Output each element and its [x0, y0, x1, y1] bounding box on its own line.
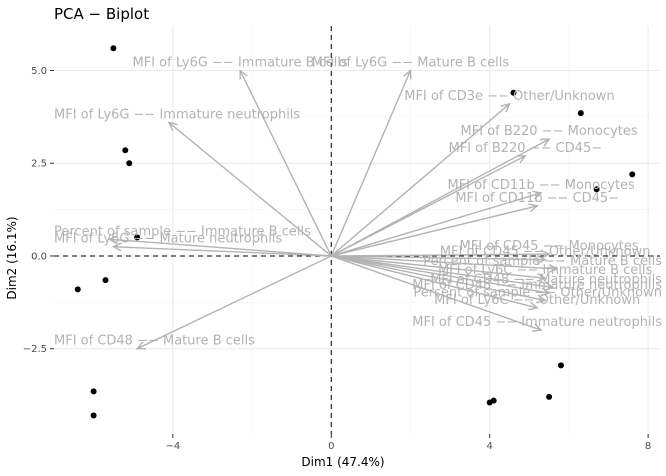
variable-label: Percent of sample −− Other/Unknown [413, 285, 662, 300]
variable-arrowhead [239, 69, 248, 80]
observation-point [577, 110, 584, 117]
variable-label: MFI of CD11b −− Monocytes [448, 178, 636, 193]
variable-arrowhead [167, 121, 178, 131]
x-tick-label: 8 [645, 441, 651, 452]
chart-title: PCA − Biplot [54, 5, 149, 23]
variable-arrow [331, 255, 546, 279]
y-tick-label: 2.5 [31, 159, 47, 170]
variable-label: MFI of CD48 −− Mature neutrophils [430, 272, 662, 287]
variable-arrow [331, 253, 550, 257]
observation-point [102, 277, 109, 284]
observation-point [557, 362, 564, 369]
variable-arrows [107, 69, 559, 350]
y-tick-label: −2.5 [23, 344, 47, 355]
observation-point [490, 397, 497, 404]
variable-arrow [113, 245, 332, 257]
variable-arrow [331, 255, 546, 302]
variable-arrow [168, 121, 332, 257]
variable-label: MFI of CD11b −− CD45− [455, 191, 619, 206]
variable-label: MFI of CD45 −− Monocytes [460, 239, 639, 254]
variable-arrowhead [532, 323, 543, 332]
variable-arrowhead [540, 287, 551, 297]
variable-label: MFI of CD45 −− Immature neutrophils [412, 315, 662, 330]
variable-label: MFI of B220 −− CD45− [449, 141, 603, 156]
variable-arrowhead [516, 155, 527, 164]
variable-arrowhead [540, 249, 551, 259]
variable-arrowhead [135, 341, 147, 350]
variable-arrow [331, 192, 542, 257]
variable-arrow [330, 70, 412, 257]
variable-label: MFI of Ly6G −− Immature neutrophils [54, 107, 300, 122]
x-tick-label: −4 [165, 441, 180, 452]
variable-arrowhead [107, 235, 119, 245]
variable-arrow [330, 103, 510, 257]
y-tick-label: 0.0 [31, 251, 47, 262]
variable-arrow [331, 205, 538, 257]
variable-arrow [331, 255, 558, 270]
variable-label: MFI of Ly6C −− Immature B cells [438, 263, 653, 278]
x-tick-label: 4 [486, 441, 492, 452]
variable-arrowhead [540, 138, 551, 147]
variable-label: MFI of Ly6C −− Other/Unknown [434, 293, 640, 308]
variable-label: MFI of CD3e −− Other/Unknown [404, 89, 614, 104]
axes: −4 0 4 8 −2.5 0.0 2.5 5.0 [23, 66, 652, 452]
variable-label: MFI of Ly6G −− Immature B cells [133, 56, 349, 71]
variable-arrow [239, 70, 332, 257]
variable-arrowhead [403, 69, 412, 80]
observation-point [110, 45, 117, 52]
observation-point [510, 89, 517, 96]
variable-arrowhead [544, 281, 555, 291]
variable-arrow [331, 255, 554, 289]
variable-arrow [109, 238, 332, 257]
variable-arrowhead [532, 190, 543, 200]
observation-point [629, 171, 636, 178]
x-tick-label: 0 [328, 441, 334, 452]
variable-arrow [136, 255, 332, 350]
observation-point [90, 412, 97, 419]
variable-arrowhead [536, 254, 547, 265]
variable-arrowhead [528, 301, 539, 311]
observation-points [74, 45, 636, 419]
y-tick-label: 5.0 [31, 66, 47, 77]
variable-arrow [330, 155, 526, 257]
variable-arrow [331, 255, 546, 261]
y-axis-title: Dim2 (16.1%) [5, 216, 19, 299]
variable-arrowhead [500, 102, 511, 113]
variable-label: Percent of sample −− Mature B cells [423, 254, 662, 269]
x-axis-title: Dim1 (47.4%) [301, 455, 384, 469]
variable-label: MFI of CD45 −− Other/Unknown [440, 245, 651, 260]
variable-arrow [331, 255, 542, 331]
observation-point [126, 160, 133, 167]
variable-arrowhead [548, 263, 559, 274]
observation-point [546, 393, 553, 400]
variable-label: MFI of CD48 −− Mature B cells [54, 334, 255, 349]
variable-arrowhead [536, 294, 547, 304]
zero-lines [54, 26, 660, 434]
variable-label: MFI of Ly6G −− Mature B cells [312, 56, 510, 71]
variable-label: MFI of CD48 −− Immature neutrophils [412, 278, 662, 293]
variable-label: MFI of Ly6G −− Mature neutrophils [54, 232, 282, 247]
variable-label: MFI of B220 −− Monocytes [461, 124, 638, 139]
variable-arrowhead [111, 242, 122, 252]
variable-arrowhead [536, 272, 547, 282]
variable-arrowhead [528, 203, 539, 213]
variable-arrow [331, 255, 538, 309]
variable-label: Percent of sample −− Immature B cells [54, 224, 311, 239]
observation-point [122, 147, 129, 154]
observation-point [90, 388, 97, 395]
observation-point [593, 186, 600, 193]
variable-arrow [331, 255, 550, 294]
observation-point [74, 286, 81, 293]
observation-point [134, 234, 141, 241]
